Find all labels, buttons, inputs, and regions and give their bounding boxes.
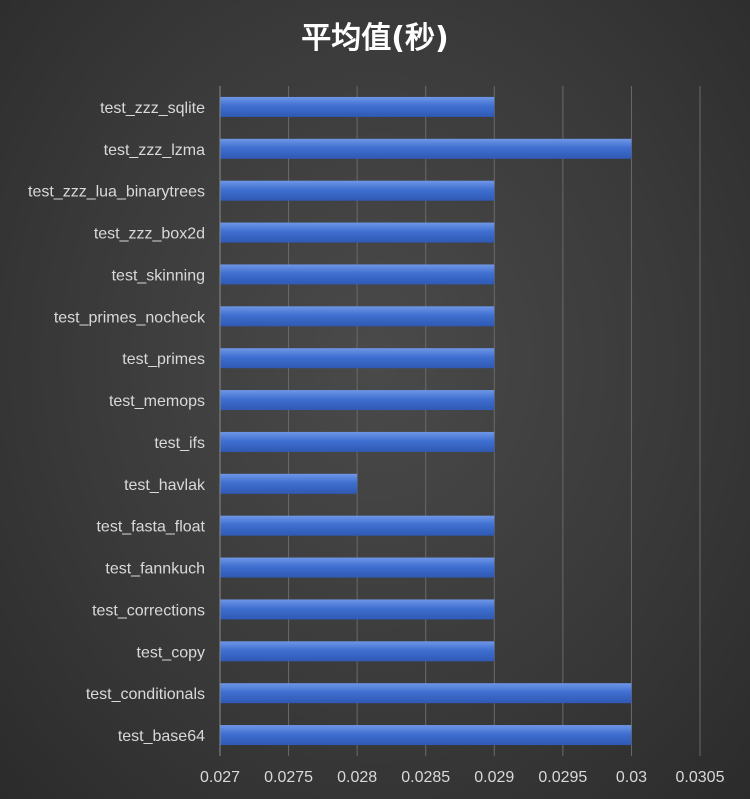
bar	[220, 725, 632, 746]
x-tick-label: 0.029	[474, 769, 514, 786]
category-label: test_copy	[137, 644, 205, 661]
bar	[220, 557, 495, 578]
x-tick-label: 0.03	[616, 769, 647, 786]
bar	[220, 222, 495, 243]
x-tick-label: 0.028	[337, 769, 377, 786]
category-label: test_zzz_lua_binarytrees	[28, 184, 205, 201]
x-axis-tick-labels: 0.027 0.0275 0.028 0.0285 0.029 0.0295 0.03 0.0…	[200, 769, 725, 786]
category-label: test_ifs	[154, 435, 205, 452]
category-labels: test_zzz_sqlite test_zzz_lzma test_zzz_lua…	[28, 100, 206, 745]
x-tick-label: 0.0295	[538, 769, 587, 786]
category-label: test_zzz_lzma	[104, 142, 205, 159]
bar	[220, 180, 495, 201]
bar	[220, 599, 495, 620]
category-label: test_base64	[118, 728, 205, 745]
category-label: test_conditionals	[86, 686, 205, 703]
category-label: test_skinning	[112, 267, 205, 284]
x-tick-label: 0.0275	[264, 769, 313, 786]
bar	[220, 683, 632, 704]
x-tick-label: 0.0305	[676, 769, 725, 786]
bars	[220, 96, 632, 746]
bar	[220, 390, 495, 411]
bar	[220, 641, 495, 662]
bar	[220, 264, 495, 285]
category-label: test_zzz_sqlite	[100, 100, 205, 117]
category-label: test_primes_nocheck	[54, 309, 206, 326]
bar	[220, 138, 632, 159]
chart-title: 平均值(秒)	[301, 21, 448, 56]
category-label: test_corrections	[92, 602, 205, 619]
bar	[220, 473, 358, 494]
bar	[220, 96, 495, 117]
category-label: test_fannkuch	[105, 561, 205, 578]
bar	[220, 306, 495, 327]
bar	[220, 348, 495, 369]
category-label: test_zzz_box2d	[94, 226, 205, 243]
category-label: test_havlak	[124, 477, 206, 494]
x-tick-label: 0.027	[200, 769, 240, 786]
category-label: test_memops	[109, 393, 205, 410]
bar	[220, 431, 495, 452]
bar	[220, 515, 495, 536]
x-tick-label: 0.0285	[401, 769, 450, 786]
category-label: test_primes	[122, 351, 205, 368]
category-label: test_fasta_float	[96, 519, 205, 536]
